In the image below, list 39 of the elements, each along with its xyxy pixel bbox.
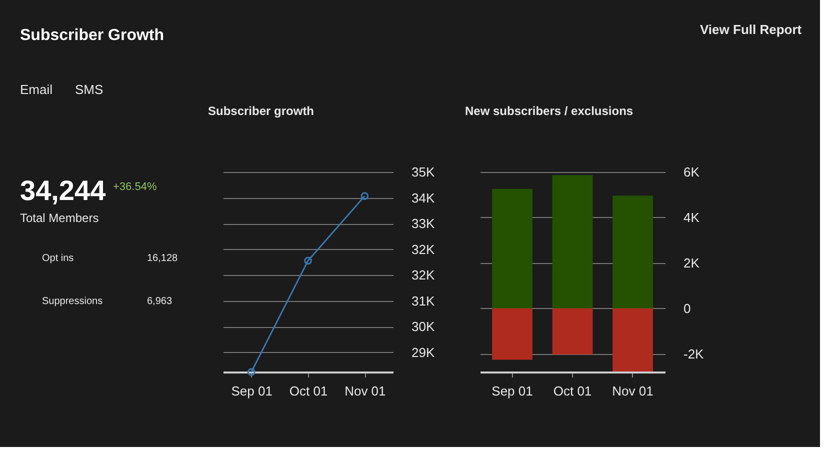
bar [552, 175, 593, 308]
x-tick-label: Oct 01 [553, 384, 592, 398]
y-tick-label: 33K [412, 216, 435, 232]
y-tick-label: 34K [412, 190, 435, 206]
y-tick-label: -2K [684, 346, 704, 362]
y-tick-label: 0 [684, 300, 691, 316]
bar [492, 308, 532, 360]
point [304, 256, 312, 265]
text: +36.54% [113, 181, 157, 193]
text: 16,128 [147, 253, 178, 264]
y-tick-label: 6K [684, 164, 700, 180]
y-tick-label: 32K [412, 268, 435, 283]
text: Suppressions [42, 296, 103, 307]
y-tick-label: 32K [412, 242, 435, 257]
text: SMS [75, 82, 104, 97]
text: 6,963 [147, 296, 172, 307]
y-tick-label: 31K [412, 293, 435, 308]
x-tick-label: Sep 01 [231, 384, 272, 398]
text: View Full Report [700, 22, 802, 37]
bar [612, 196, 653, 308]
bar [552, 308, 593, 354]
text: Opt ins [42, 253, 74, 264]
y-tick-label: 4K [684, 210, 700, 225]
text: Subscriber Growth [20, 27, 164, 44]
y-tick-label: 35K [412, 164, 435, 180]
bar [612, 308, 653, 372]
x-tick-label: Nov 01 [344, 384, 386, 398]
chart-title: Subscriber growth [208, 104, 314, 118]
x-tick-label: Sep 01 [492, 384, 533, 398]
text: Email [20, 82, 53, 97]
text: Total Members [20, 211, 99, 225]
y-tick-label: 2K [684, 255, 700, 270]
text: 34,244 [20, 175, 106, 206]
y-tick-label: 30K [412, 319, 435, 334]
x-tick-label: Nov 01 [612, 384, 654, 398]
y-tick-label: 29K [412, 344, 435, 360]
bar [492, 188, 532, 308]
chart-title: New subscribers / exclusions [465, 104, 634, 118]
x-tick-label: Oct 01 [289, 384, 328, 398]
